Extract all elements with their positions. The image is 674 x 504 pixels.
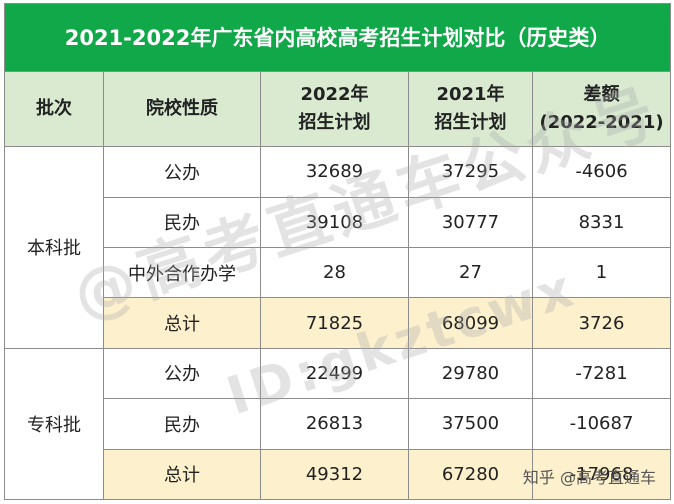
header-diff-line1: 差额: [583, 83, 620, 105]
value-2022-cell: 32689: [260, 146, 409, 198]
header-2021-line2: 招生计划: [434, 111, 507, 133]
header-2022: 2022年招生计划: [260, 70, 409, 148]
type-cell: 公办: [103, 146, 261, 198]
header-diff: 差额 (2022-2021): [531, 70, 672, 148]
value-2022-cell: 49312: [260, 448, 409, 501]
diff-cell: 3726: [531, 297, 672, 349]
table-row: 中外合作办学 28 27 1: [5, 246, 672, 299]
zhihu-credit: 知乎 @高考直通车: [522, 468, 656, 487]
value-2021-cell: 29780: [408, 347, 533, 400]
enrollment-comparison-table: 2021-2022年广东省内高校高考招生计划对比（历史类） 批次 院校性质 20…: [3, 3, 672, 501]
header-2022-line2: 招生计划: [298, 111, 371, 133]
value-2022-cell: 28: [260, 246, 409, 299]
diff-cell: -10687: [531, 398, 672, 450]
value-2021-cell: 30777: [408, 196, 533, 248]
batch-cell: 本科批: [4, 146, 104, 349]
header-batch: 批次: [4, 70, 104, 148]
table-row: 民办 26813 37500 -10687: [5, 398, 672, 450]
value-2021-cell: 67280: [408, 448, 533, 501]
type-cell: 民办: [103, 398, 261, 450]
table-row-total: 总计 71825 68099 3726: [5, 297, 672, 349]
header-2021-line1: 2021年: [436, 83, 505, 105]
type-cell: 中外合作办学: [103, 246, 261, 299]
value-2021-cell: 27: [408, 246, 533, 299]
type-cell: 民办: [103, 196, 261, 248]
header-2021: 2021年招生计划: [408, 70, 533, 148]
table-row-total: 总计 49312 67280 -17968: [5, 448, 672, 501]
header-2022-line1: 2022年: [300, 83, 369, 105]
table-row: 民办 39108 30777 8331: [5, 196, 672, 248]
header-school-type: 院校性质: [103, 70, 261, 148]
type-cell: 公办: [103, 347, 261, 400]
diff-cell: -17968: [531, 448, 672, 501]
value-2021-cell: 68099: [408, 297, 533, 349]
value-2022-cell: 26813: [260, 398, 409, 450]
value-2021-cell: 37500: [408, 398, 533, 450]
diff-cell: 1: [531, 246, 672, 299]
value-2022-cell: 22499: [260, 347, 409, 400]
header-diff-line2: (2022-2021): [539, 111, 664, 133]
diff-cell: -7281: [531, 347, 672, 400]
table-title: 2021-2022年广东省内高校高考招生计划对比（历史类）: [3, 3, 672, 72]
table-row: 本科批 公办 32689 37295 -4606: [4, 146, 672, 349]
type-cell: 总计: [103, 448, 261, 501]
type-cell: 总计: [103, 297, 261, 349]
value-2022-cell: 71825: [260, 297, 409, 349]
value-2022-cell: 39108: [260, 196, 409, 248]
batch-cell: 专科批: [4, 347, 104, 501]
value-2021-cell: 37295: [408, 146, 533, 198]
diff-cell: -4606: [531, 146, 672, 198]
diff-cell: 8331: [531, 196, 672, 248]
table-row: 专科批 公办 22499 29780 -7281: [4, 347, 672, 501]
